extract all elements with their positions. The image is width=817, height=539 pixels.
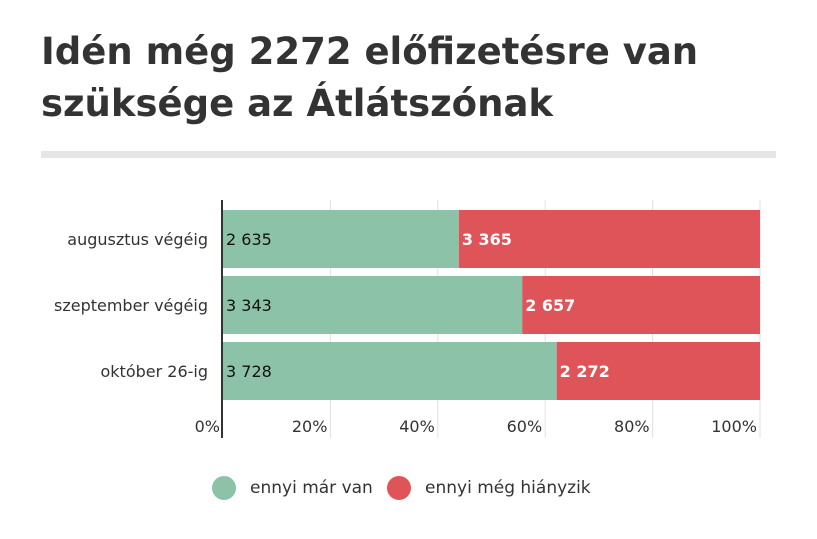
- stacked-bar-chart: 0% 20% 40% 60% 80% 100% 2 635 3 365 augusztus vé…: [54, 200, 761, 438]
- data-label: 3 343: [226, 296, 272, 315]
- x-tick-label: 100%: [711, 417, 757, 436]
- labels: 0% 20% 40% 60% 80% 100% 2 635 3 365 augusztus vé…: [54, 230, 757, 436]
- x-tick-label: 20%: [292, 417, 328, 436]
- bar-missing: [556, 342, 760, 400]
- category-label: szeptember végéig: [54, 296, 208, 315]
- legend-swatch-missing: [387, 476, 411, 500]
- legend-label-existing: ennyi már van: [250, 478, 373, 498]
- legend-item-existing: ennyi már van: [212, 476, 373, 500]
- x-tick-label: 0%: [195, 417, 220, 436]
- data-label: 2 657: [525, 296, 575, 315]
- bar-existing: [223, 276, 523, 334]
- data-label: 3 728: [226, 362, 272, 381]
- bar-existing: [223, 342, 557, 400]
- legend-label-missing: ennyi még hiányzik: [425, 478, 591, 498]
- bar-missing: [522, 276, 760, 334]
- chart-title: Idén még 2272 előfizetésre van szüksége …: [41, 30, 699, 125]
- legend-item-missing: ennyi még hiányzik: [387, 476, 591, 500]
- bars: [223, 210, 760, 400]
- x-tick-label: 40%: [399, 417, 435, 436]
- legend-swatch-existing: [212, 476, 236, 500]
- title-divider: [41, 151, 776, 158]
- data-label: 2 272: [560, 362, 610, 381]
- category-label: augusztus végéig: [67, 230, 208, 249]
- data-label: 2 635: [226, 230, 272, 249]
- data-label: 3 365: [462, 230, 512, 249]
- category-label: október 26-ig: [100, 362, 208, 381]
- bar-missing: [458, 210, 760, 268]
- legend: ennyi már van ennyi még hiányzik: [0, 476, 817, 502]
- bar-existing: [223, 210, 459, 268]
- x-tick-label: 80%: [614, 417, 650, 436]
- x-tick-label: 60%: [507, 417, 543, 436]
